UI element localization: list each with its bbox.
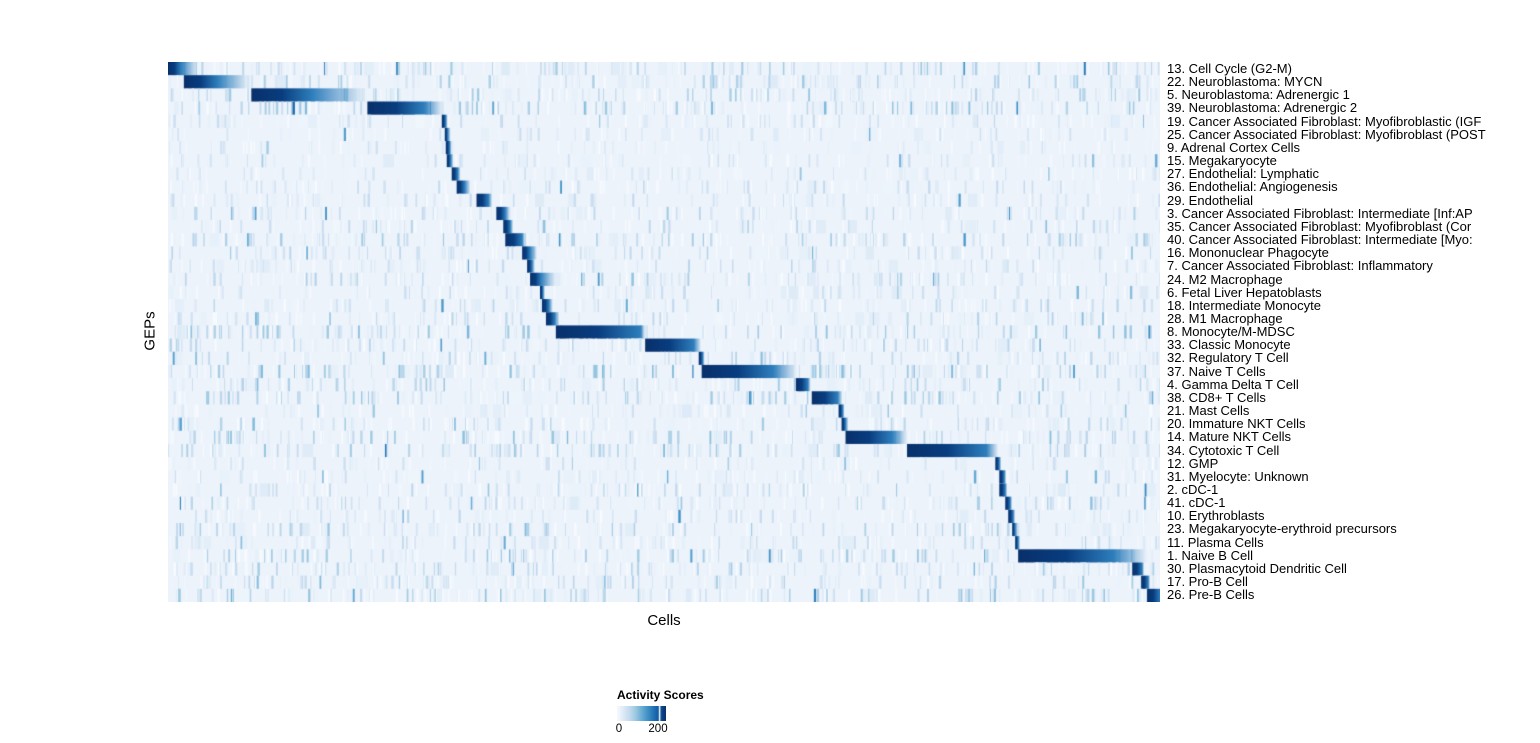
colorbar-gradient [617,706,666,721]
row-label: 28. M1 Macrophage [1167,310,1283,326]
row-label: 9. Adrenal Cortex Cells [1167,139,1300,155]
colorbar-tick-min: 0 [615,723,623,735]
row-label: 36. Endothelial: Angiogenesis [1167,179,1338,195]
row-label: 38. CD8+ T Cells [1167,389,1266,405]
row-label: 22. Neuroblastoma: MYCN [1167,74,1323,90]
y-axis-label: GEPs [141,311,159,351]
row-label: 24. M2 Macrophage [1167,271,1283,287]
row-label: 33. Classic Monocyte [1167,337,1291,353]
row-label: 19. Cancer Associated Fibroblast: Myofib… [1167,113,1482,129]
row-label: 17. Pro-B Cell [1167,574,1248,590]
row-label: 13. Cell Cycle (G2-M) [1167,61,1292,76]
legend-title: Activity Scores [617,688,704,702]
colorbar-tick-labels: 0 200 [615,723,704,737]
activity-scores-legend: Activity Scores 0 200 [615,688,704,737]
row-label: 14. Mature NKT Cells [1167,429,1292,445]
row-label: 37. Naive T Cells [1167,363,1266,379]
row-label: 39. Neuroblastoma: Adrenergic 2 [1167,100,1358,116]
row-label: 2. cDC-1 [1167,482,1219,497]
row-label: 16. Mononuclear Phagocyte [1167,245,1329,261]
row-label: 27. Endothelial: Lymphatic [1167,166,1320,182]
colorbar-tick-200: 200 [648,723,668,735]
row-label: 35. Cancer Associated Fibroblast: Myofib… [1167,218,1472,234]
row-label: 6. Fetal Liver Hepatoblasts [1167,284,1322,300]
row-label: 1. Naive B Cell [1167,547,1253,563]
row-label: 21. Mast Cells [1167,403,1250,419]
row-label: 15. Megakaryocyte [1167,153,1277,169]
row-label: 12. GMP [1167,455,1219,471]
row-label: 29. Endothelial [1167,192,1254,208]
row-label: 40. Cancer Associated Fibroblast: Interm… [1167,232,1473,248]
heatmap-canvas [168,62,1160,602]
row-label: 8. Monocyte/M-MDSC [1167,324,1295,340]
row-label: 5. Neuroblastoma: Adrenergic 1 [1167,87,1350,103]
row-label: 31. Myelocyte: Unknown [1167,468,1309,484]
row-label: 30. Plasmacytoid Dendritic Cell [1167,560,1347,576]
x-axis-label: Cells [647,612,681,629]
row-label: 11. Plasma Cells [1167,534,1264,550]
row-label: 18. Intermediate Monocyte [1167,297,1321,313]
row-label: 10. Erythroblasts [1167,508,1265,524]
row-label: 26. Pre-B Cells [1167,587,1255,603]
row-label: 32. Regulatory T Cell [1167,350,1289,366]
row-label: 20. Immature NKT Cells [1167,416,1306,432]
row-label: 23. Megakaryocyte-erythroid precursors [1167,521,1397,537]
row-label: 34. Cytotoxic T Cell [1167,442,1280,458]
row-label: 4. Gamma Delta T Cell [1167,376,1299,392]
row-label: 41. cDC-1 [1167,495,1226,511]
row-label: 7. Cancer Associated Fibroblast: Inflamm… [1167,258,1433,274]
row-labels: 13. Cell Cycle (G2-M) 22. Neuroblastoma: … [1167,61,1486,603]
row-label: 3. Cancer Associated Fibroblast: Interme… [1167,205,1473,221]
row-label: 25. Cancer Associated Fibroblast: Myofib… [1167,126,1486,142]
